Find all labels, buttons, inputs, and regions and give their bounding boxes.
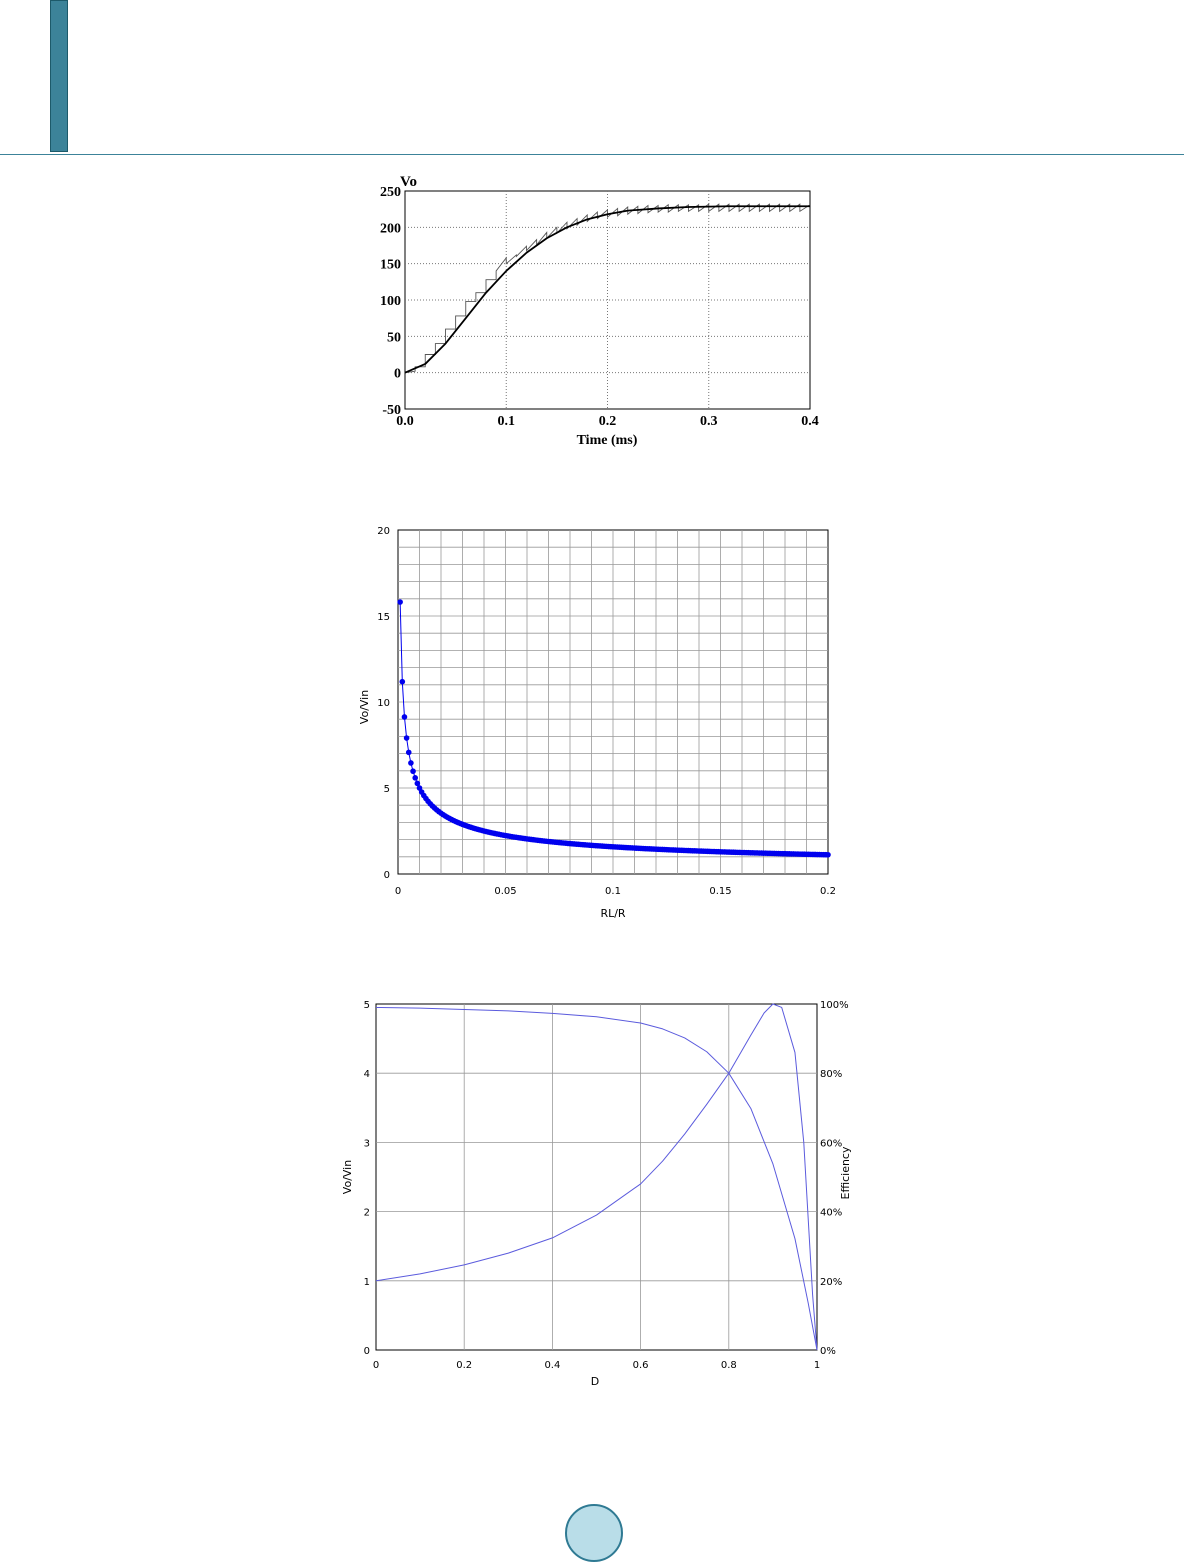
y2-tick-label: 20% <box>820 1277 842 1288</box>
data-point <box>405 749 412 756</box>
data-point <box>401 714 408 720</box>
y-axis-label: Vo/Vin <box>358 690 371 724</box>
y-tick-label: 50 <box>387 330 401 345</box>
plot-frame <box>375 1003 818 1351</box>
data-point <box>403 735 410 741</box>
grid <box>398 530 828 874</box>
y-tick-label: 0 <box>394 367 401 382</box>
x-tick-label: 0 <box>395 886 401 897</box>
y-tick-label: 2 <box>364 1208 370 1219</box>
y-tick-label: -50 <box>382 403 401 418</box>
y-tick-label: 250 <box>380 185 401 200</box>
x-tick-label: 0.05 <box>494 886 516 897</box>
gain-series-line <box>375 1003 818 1351</box>
y2-tick-label: 100% <box>820 1000 849 1011</box>
gain-vs-rl-chart: 0 0.05 0.1 0.15 0.2 20 15 10 5 0 Vo/Vin RL/R <box>358 526 836 920</box>
x-tick-label: 0.3 <box>700 414 718 429</box>
y-tick-label: 150 <box>380 258 401 273</box>
tick-labels: 0 0.2 0.4 0.6 0.8 1 5 4 3 2 1 0 100% 80% 60% 40% 20% 0% <box>364 1000 849 1371</box>
y-tick-label: 4 <box>364 1069 370 1080</box>
data-point <box>825 851 831 858</box>
x-tick-label: 0.4 <box>544 1360 560 1371</box>
x-tick-label: 0.2 <box>820 886 836 897</box>
y-tick-label: 100 <box>380 294 401 309</box>
y-tick-label: 20 <box>377 526 390 537</box>
y-axis-label: Vo/Vin <box>341 1160 354 1194</box>
data-point <box>399 678 406 685</box>
tick-labels: 0.0 0.1 0.2 0.3 0.4 250 200 150 100 50 0 -50 <box>380 185 819 429</box>
data-point <box>408 760 414 766</box>
efficiency-series-line <box>375 1006 818 1351</box>
x-axis-label: Time (ms) <box>577 433 638 448</box>
data-point <box>397 599 403 605</box>
series-layer <box>397 599 831 858</box>
series-layer <box>375 1003 818 1351</box>
x-tick-label: 0.15 <box>709 886 731 897</box>
y-axis-label: Vo <box>400 174 417 190</box>
grid <box>405 191 810 409</box>
y-tick-label: 1 <box>364 1277 370 1288</box>
x-tick-label: 0.2 <box>456 1360 472 1371</box>
average-series-line <box>404 205 810 374</box>
y2-axis-label: Efficiency <box>839 1146 852 1199</box>
data-point <box>414 780 421 787</box>
y2-tick-label: 0% <box>820 1346 836 1357</box>
x-tick-label: 0 <box>373 1360 379 1371</box>
y-tick-label: 15 <box>377 612 390 623</box>
vo-transient-chart: 0.0 0.1 0.2 0.3 0.4 250 200 150 100 50 0 -50 Vo Tim… <box>380 174 819 448</box>
y-tick-label: 3 <box>364 1138 370 1149</box>
header-rule <box>0 154 1184 155</box>
y-tick-label: 5 <box>384 784 390 795</box>
x-tick-label: 0.0 <box>396 414 414 429</box>
data-point <box>410 768 416 775</box>
y2-tick-label: 40% <box>820 1208 842 1219</box>
x-tick-label: 0.8 <box>721 1360 737 1371</box>
header-accent-bar <box>50 0 68 152</box>
y-tick-label: 200 <box>380 221 401 236</box>
y-tick-label: 0 <box>364 1346 370 1357</box>
page-number-badge <box>565 1504 623 1562</box>
tick-labels: 0 0.05 0.1 0.15 0.2 20 15 10 5 0 <box>377 526 836 897</box>
gain-efficiency-vs-d-chart: 0 0.2 0.4 0.6 0.8 1 5 4 3 2 1 0 100% 80% 60% 40% 20% 0% V… <box>341 1000 852 1388</box>
y-tick-label: 0 <box>384 870 390 881</box>
x-axis-label: RL/R <box>600 907 625 920</box>
series-layer <box>404 203 811 374</box>
x-tick-label: 0.6 <box>633 1360 649 1371</box>
data-point <box>412 775 418 781</box>
y-tick-label: 5 <box>364 1000 370 1011</box>
y2-tick-label: 80% <box>820 1069 842 1080</box>
x-tick-label: 0.1 <box>498 414 516 429</box>
x-axis-label: D <box>591 1375 599 1388</box>
x-tick-label: 0.1 <box>605 886 621 897</box>
x-tick-label: 0.2 <box>599 414 617 429</box>
grid <box>376 1004 817 1350</box>
x-tick-label: 1 <box>814 1360 820 1371</box>
x-tick-label: 0.4 <box>801 414 819 429</box>
y2-tick-label: 60% <box>820 1138 842 1149</box>
y-tick-label: 10 <box>377 698 390 709</box>
